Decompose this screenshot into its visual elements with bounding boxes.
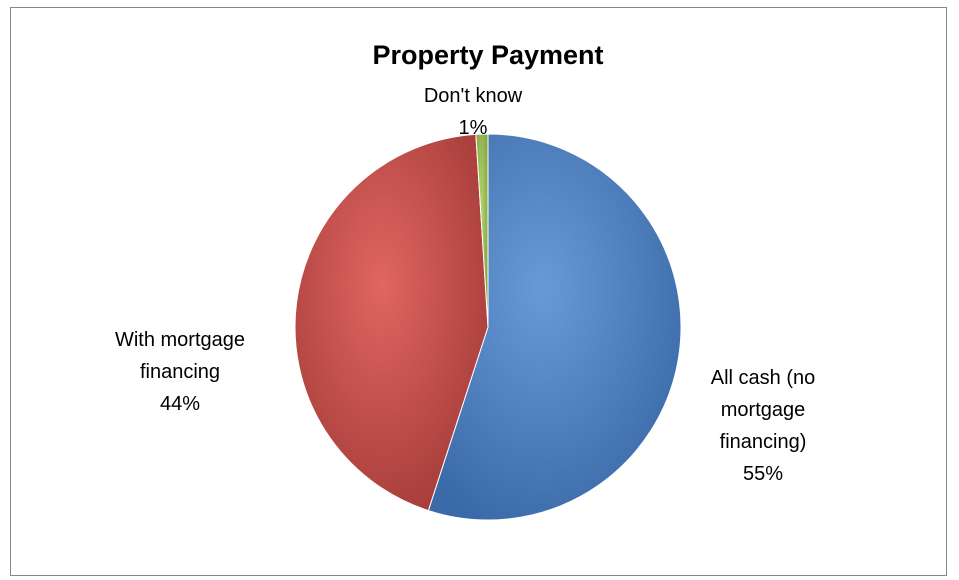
- data-label-category-0: mortgage: [721, 399, 806, 421]
- pie-slice-2: [475, 133, 489, 328]
- pie-slice-0: [427, 133, 682, 521]
- data-label-value-0: 55%: [743, 463, 783, 485]
- data-label-category-2: Don't know: [424, 85, 523, 107]
- pie-labels: All cash (no mortgage financing) 55% With mo…: [115, 85, 815, 485]
- data-label-value-1: 44%: [160, 393, 200, 415]
- chart-title: Property Payment: [372, 40, 603, 70]
- pie-slice-1: [294, 133, 489, 512]
- data-label-category-0: financing): [720, 431, 807, 453]
- data-label-category-1: With mortgage: [115, 329, 245, 351]
- data-label-category-0: All cash (no: [711, 367, 816, 389]
- pie-slices: [294, 133, 682, 521]
- data-label-category-1: financing: [140, 361, 220, 383]
- data-label-value-2: 1%: [459, 117, 488, 139]
